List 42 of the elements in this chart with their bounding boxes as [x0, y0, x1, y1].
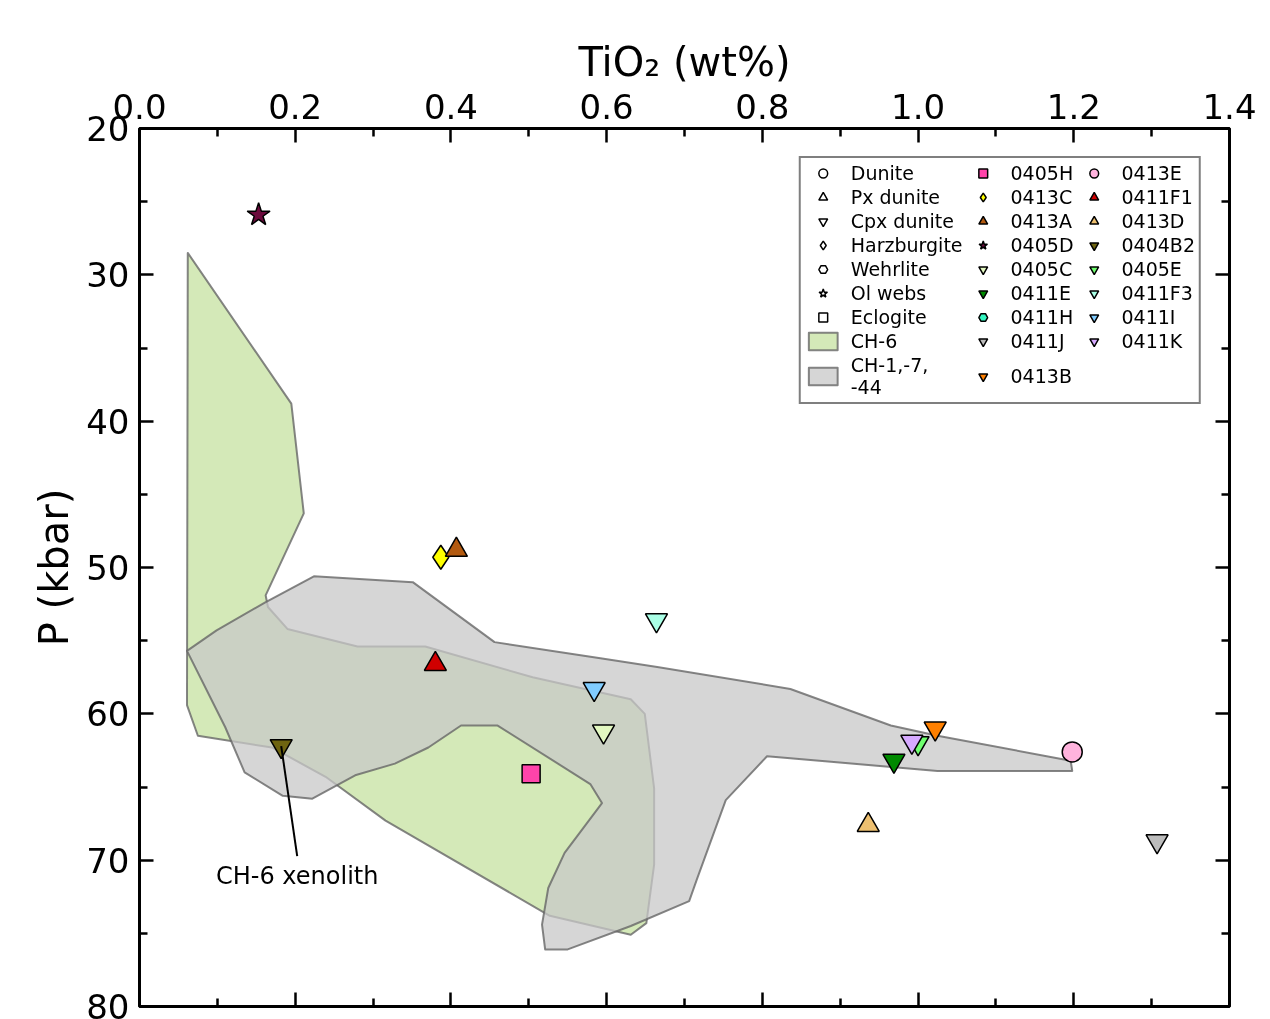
legend-label: 0405H — [1010, 162, 1074, 184]
legend-label: Wehrlite — [850, 258, 930, 280]
y-axis-title: P (kbar) — [31, 488, 78, 647]
legend-label: 0411J — [1010, 330, 1065, 352]
annotation: CH-6 xenolith — [215, 862, 379, 891]
legend-label: CH-6 — [850, 330, 898, 352]
y-tick-label: 50 — [86, 548, 130, 588]
legend-label: Ol webs — [850, 282, 927, 304]
legend-label: 0413C — [1010, 186, 1073, 208]
x-tick-label: 0.6 — [579, 86, 634, 127]
legend-label: 0413B — [1010, 365, 1072, 387]
x-tick-label: 0.4 — [423, 86, 478, 127]
x-tick-label: 0.8 — [735, 86, 790, 127]
legend-label: Dunite — [850, 162, 914, 184]
legend-label: Cpx dunite — [850, 210, 954, 232]
x-tick-label: 1.2 — [1046, 86, 1101, 127]
legend-label: 0405C — [1010, 258, 1073, 280]
legend-label: 0413E — [1121, 162, 1182, 184]
y-tick-label: 40 — [86, 401, 130, 442]
x-tick-label: 0.2 — [268, 86, 323, 127]
legend-label: CH-1,-7, -44 — [850, 354, 929, 398]
y-tick-label: 80 — [86, 987, 130, 1019]
legend-label: 0413A — [1010, 210, 1072, 232]
legend-label: 0411K — [1121, 330, 1183, 352]
y-tick-label: 60 — [86, 694, 130, 735]
legend-label: 0405D — [1010, 234, 1074, 256]
x-axis-title: TiO₂ (wt%) — [577, 38, 791, 85]
legend-label: 0411I — [1121, 306, 1176, 328]
legend-label: Harzburgite — [850, 234, 963, 256]
legend-label: 0411H — [1010, 306, 1074, 328]
x-tick-label: 1.4 — [1202, 86, 1257, 127]
legend-label: 0413D — [1121, 210, 1185, 232]
x-tick-label: 1.0 — [891, 86, 946, 127]
legend-label: 0411E — [1010, 282, 1071, 304]
legend-label: Eclogite — [850, 306, 927, 328]
y-tick-label: 30 — [86, 255, 130, 296]
legend-label: 0405E — [1121, 258, 1182, 280]
legend-label: 0411F1 — [1121, 186, 1193, 208]
legend-label: 0411F3 — [1121, 282, 1193, 304]
legend-label: 0404B2 — [1121, 234, 1195, 256]
legend-label: Px dunite — [850, 186, 941, 208]
y-tick-label: 70 — [86, 840, 130, 881]
